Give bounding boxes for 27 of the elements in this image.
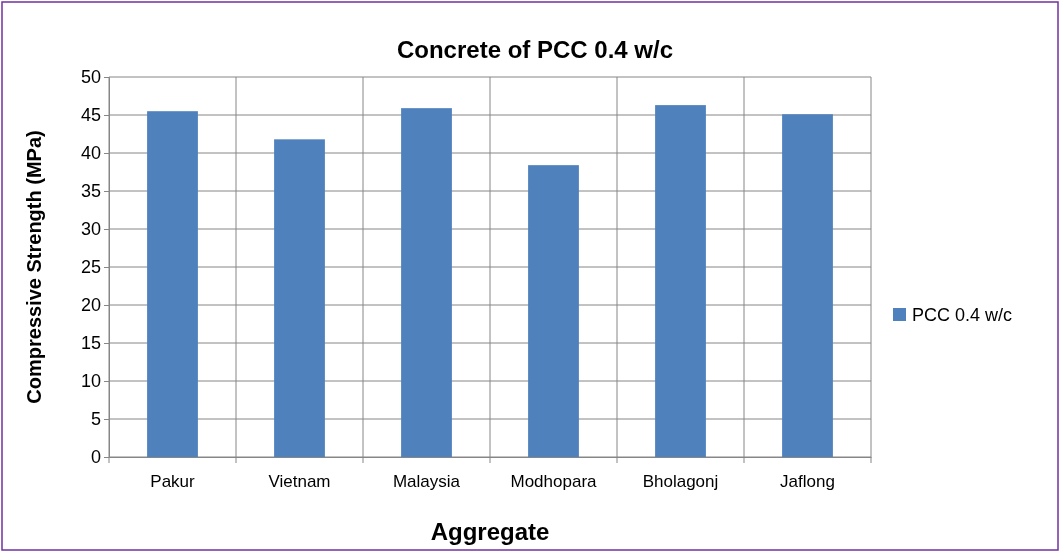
y-tick-label: 30 (80, 219, 101, 240)
x-tick-label: Malaysia (392, 472, 461, 492)
y-tick-label: 5 (90, 409, 101, 430)
x-tick-label: Jaflong (780, 472, 835, 492)
x-tick-label: Modhopara (510, 472, 598, 492)
legend-label: PCC 0.4 w/c (912, 305, 1013, 325)
bar (401, 108, 452, 457)
y-tick-label: 15 (80, 333, 101, 354)
y-tick-label: 50 (80, 67, 101, 88)
y-tick-label: 0 (90, 447, 101, 468)
y-tick-label: 35 (80, 181, 101, 202)
y-tick-label: 40 (80, 143, 101, 164)
bar (528, 165, 579, 457)
y-tick-label: 20 (80, 295, 101, 316)
y-tick-label: 10 (80, 371, 101, 392)
x-tick-label: Pakur (150, 472, 196, 492)
x-tick-label: Bholagonj (642, 472, 719, 492)
x-tick-label: Vietnam (268, 472, 331, 492)
chart-title: Concrete of PCC 0.4 w/c (396, 36, 674, 63)
bar (274, 139, 325, 457)
bar (655, 105, 706, 457)
bar (782, 114, 833, 457)
bar (147, 111, 198, 457)
y-tick-label: 25 (80, 257, 101, 278)
y-axis-title: Compressive Strength (MPa) (23, 130, 45, 404)
y-tick-label: 45 (80, 105, 101, 126)
x-axis-title: Aggregate (430, 518, 550, 545)
